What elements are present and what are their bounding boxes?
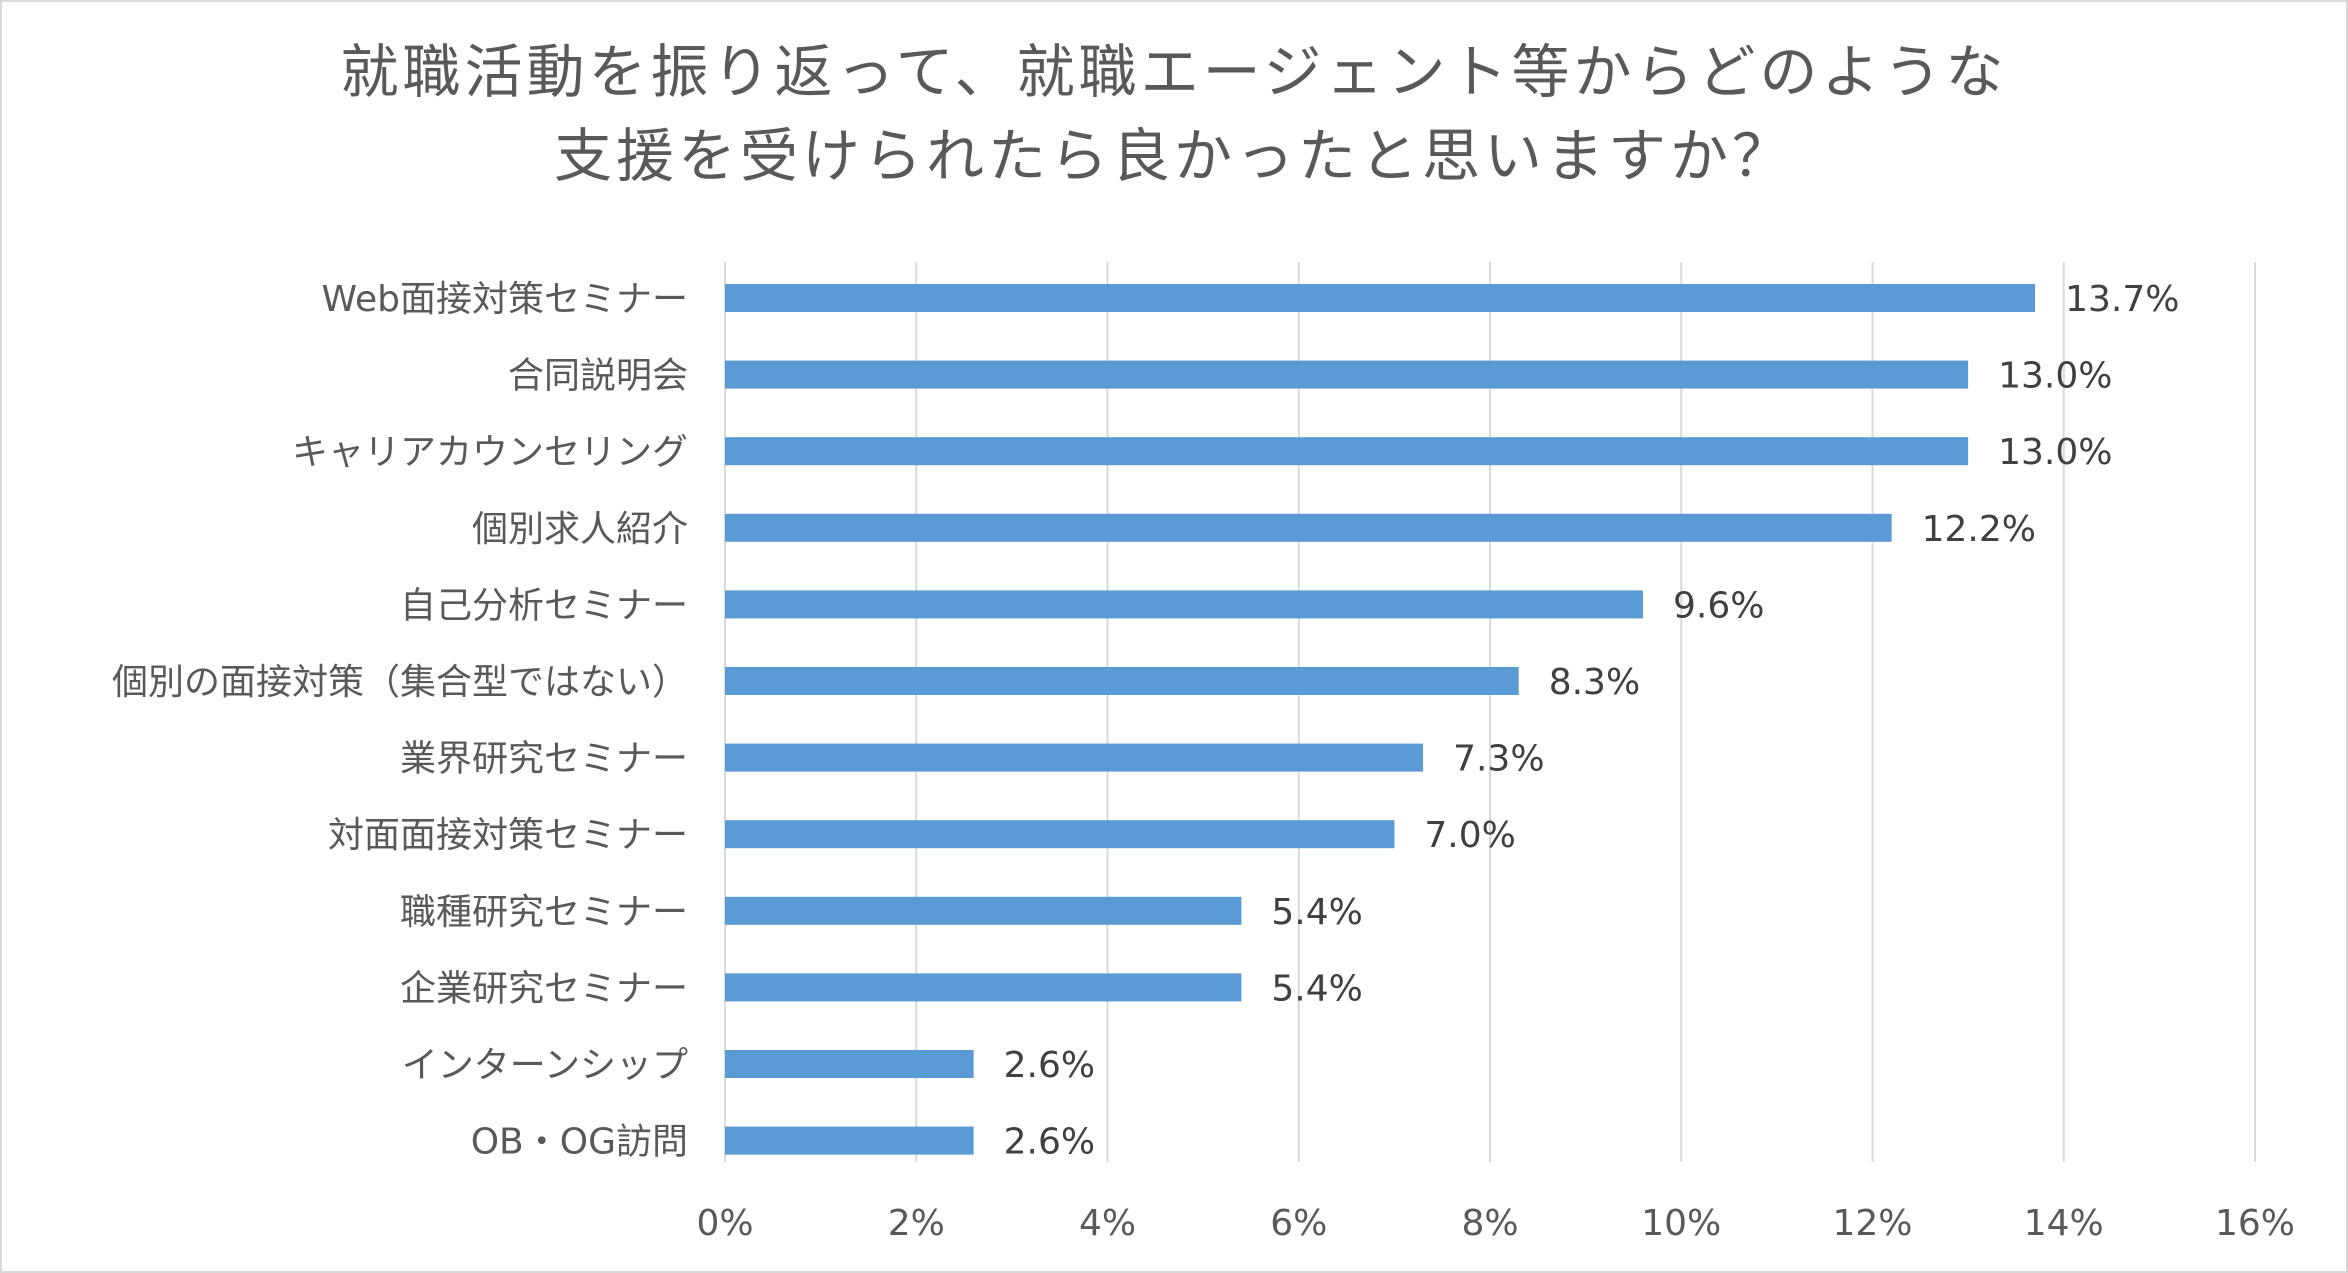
category-label: 対面面接対策セミナー	[328, 815, 688, 856]
bar	[725, 513, 1892, 542]
category-label: 個別の面接対策（集合型ではない）	[112, 662, 688, 703]
bar	[725, 820, 1395, 849]
chart-title-line-1: 就職活動を振り返って、就職エージェント等からどのような	[340, 38, 2008, 106]
bar	[725, 1050, 974, 1078]
category-label: 自己分析セミナー	[400, 585, 688, 626]
category-label: Web面接対策セミナー	[322, 279, 689, 320]
data-label: 8.3%	[1549, 662, 1640, 703]
category-label: キャリアカウンセリング	[292, 432, 688, 473]
x-tick-label: 16%	[2215, 1203, 2295, 1244]
data-label: 9.6%	[1673, 585, 1764, 626]
bar	[725, 437, 1969, 466]
category-label: 合同説明会	[508, 356, 688, 397]
value-labels: 13.7% 13.0% 13.0% 12.2% 9.6% 8.3%7.3% 7.0% 5.4%…	[1004, 279, 2180, 1163]
x-tick-label: 12%	[1832, 1203, 1912, 1244]
x-tick-label: 10%	[1641, 1203, 1721, 1244]
data-label: 13.0%	[1998, 356, 2112, 397]
data-label: 7.3%	[1453, 739, 1544, 780]
gridlines	[724, 262, 2256, 1162]
category-label: 業界研究セミナー	[400, 739, 688, 780]
bar	[725, 284, 2036, 312]
category-label: OB・OG訪問	[471, 1122, 688, 1163]
chart-title: 就職活動を振り返って、就職エージェント等からどのような 支援を受けられたら良かっ…	[0, 30, 2348, 198]
bar	[725, 1126, 974, 1155]
category-label: 個別求人紹介	[472, 509, 688, 550]
chart-title-line-2: 支援を受けられたら良かったと思いますか？	[553, 122, 1794, 190]
data-label: 5.4%	[1271, 892, 1362, 933]
data-label: 2.6%	[1004, 1122, 1095, 1163]
category-label: 職種研究セミナー	[400, 892, 688, 933]
category-labels: Web面接対策セミナー合同説明会キャリアカウンセリング個別求人紹介自己分析セミナ…	[112, 279, 688, 1163]
x-tick-label: 8%	[1461, 1203, 1518, 1244]
x-tick-label: 4%	[1079, 1203, 1136, 1244]
x-tick-label: 0%	[696, 1203, 753, 1244]
bar	[725, 973, 1242, 1002]
x-tick-label: 14%	[2024, 1203, 2104, 1244]
x-axis-tick-labels: 0% 2% 4% 6% 8% 10% 12% 14% 16%	[696, 1203, 2295, 1244]
data-label: 2.6%	[1004, 1045, 1095, 1086]
x-tick-label: 2%	[888, 1203, 945, 1244]
bar	[725, 360, 1969, 389]
bar	[725, 667, 1519, 695]
x-tick-label: 6%	[1270, 1203, 1327, 1244]
data-label: 7.0%	[1424, 815, 1515, 856]
data-label: 12.2%	[1922, 509, 2036, 550]
data-label: 13.7%	[2065, 279, 2179, 320]
bars	[725, 284, 2036, 1155]
data-label: 13.0%	[1998, 432, 2112, 473]
bar	[725, 896, 1242, 925]
data-label: 5.4%	[1271, 968, 1362, 1009]
bar	[725, 590, 1643, 619]
category-label: 企業研究セミナー	[400, 968, 688, 1009]
category-label: インターンシップ	[402, 1045, 688, 1086]
bar	[725, 743, 1424, 772]
